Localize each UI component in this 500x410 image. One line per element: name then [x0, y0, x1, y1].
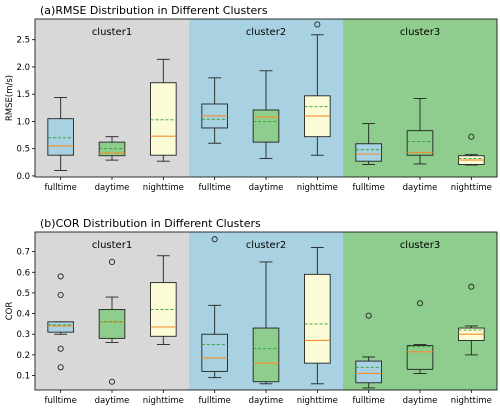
- outlier-point: [468, 283, 475, 290]
- cor-box-3: [150, 255, 177, 346]
- outlier-point: [468, 133, 475, 140]
- cor-y-tick-label: 0.7: [16, 248, 30, 258]
- rmse-x-tick-label: daytime: [403, 183, 438, 193]
- cor-x-tick-label: fulltime: [353, 396, 385, 406]
- iqr-box: [252, 327, 280, 383]
- rmse-y-tick-label: 1.5: [16, 90, 30, 100]
- rmse-cluster-labels: cluster1 cluster2 cluster3: [92, 27, 440, 38]
- rmse-x-ticks: fulltime daytime nighttime fulltime daytime n…: [45, 177, 492, 193]
- cor-box-6: [304, 247, 331, 385]
- iqr-box: [304, 273, 331, 364]
- iqr-box: [98, 309, 126, 339]
- cor-y-tick-label: 0.6: [16, 268, 30, 278]
- rmse-y-ticks: 0.0 0.5 1.0 1.5 2.0 2.5: [16, 36, 35, 182]
- outlier-point: [314, 21, 321, 28]
- iqr-box: [355, 360, 382, 384]
- iqr-box: [47, 118, 74, 156]
- iqr-box: [201, 333, 228, 372]
- cor-cluster-labels: cluster1 cluster2 cluster3: [92, 240, 440, 251]
- outlier-point: [57, 364, 64, 371]
- cor-box-1: [47, 273, 74, 371]
- cor-x-tick-label: daytime: [95, 396, 130, 406]
- iqr-box: [150, 82, 177, 156]
- outlier-point: [416, 300, 424, 307]
- rmse-box-7: [355, 123, 382, 165]
- cor-chart-title: (b)COR Distribution in Different Cluster…: [40, 217, 261, 230]
- cor-y-tick-label: 0.4: [16, 310, 30, 320]
- rmse-x-tick-label: nighttime: [297, 183, 338, 193]
- rmse-y-axis-label: RMSE(m/s): [5, 75, 15, 121]
- rmse-y-tick-label: 2.5: [16, 36, 30, 46]
- cor-x-tick-label: daytime: [403, 396, 438, 406]
- cor-x-tick-label: nighttime: [297, 396, 338, 406]
- rmse-chart-title: (a)RMSE Distribution in Different Cluste…: [40, 4, 268, 17]
- cor-y-axis-label: COR: [5, 302, 15, 321]
- cor-box-8: [406, 300, 434, 374]
- cor-x-tick-label: nighttime: [451, 396, 492, 406]
- iqr-box: [406, 345, 434, 370]
- outlier-point: [57, 273, 64, 280]
- cor-x-tick-label: fulltime: [45, 396, 77, 406]
- rmse-box-3: [150, 58, 177, 162]
- rmse-y-tick-label: 1.0: [16, 117, 30, 127]
- cor-x-tick-label: nighttime: [143, 396, 184, 406]
- rmse-cluster3-label: cluster3: [400, 27, 440, 38]
- rmse-box-1: [47, 97, 74, 171]
- iqr-box: [406, 130, 434, 156]
- rmse-x-tick-label: daytime: [249, 183, 284, 193]
- cor-y-ticks: 0.1 0.2 0.3 0.4 0.5 0.6 0.7: [16, 248, 35, 382]
- cor-x-tick-label: fulltime: [199, 396, 231, 406]
- rmse-cluster2-label: cluster2: [246, 27, 286, 38]
- cor-box-2: [98, 258, 126, 385]
- cor-box-4: [201, 236, 228, 379]
- cor-y-tick-label: 0.3: [16, 330, 30, 340]
- outlier-point: [365, 312, 372, 319]
- cor-y-tick-label: 0.1: [16, 372, 30, 382]
- outlier-point: [108, 378, 116, 385]
- rmse-y-tick-label: 0.5: [16, 145, 30, 155]
- rmse-x-tick-label: nighttime: [451, 183, 492, 193]
- outlier-point: [108, 258, 116, 265]
- rmse-y-tick-label: 2.0: [16, 63, 30, 73]
- rmse-x-tick-label: fulltime: [199, 183, 231, 193]
- rmse-x-tick-label: fulltime: [45, 183, 77, 193]
- cor-y-tick-label: 0.2: [16, 351, 30, 361]
- rmse-box-5: [252, 70, 280, 159]
- cor-box-9: [458, 283, 485, 356]
- cor-cluster2-label: cluster2: [246, 240, 286, 251]
- rmse-box-8: [406, 98, 434, 165]
- iqr-box: [252, 109, 280, 143]
- rmse-box-6: [304, 21, 331, 156]
- iqr-box: [355, 143, 382, 162]
- outlier-point: [57, 291, 64, 299]
- cor-y-tick-label: 0.5: [16, 289, 30, 299]
- rmse-x-tick-label: fulltime: [353, 183, 385, 193]
- cor-x-ticks: fulltime daytime nighttime fulltime daytime n…: [45, 390, 492, 406]
- cor-panel: (b)COR Distribution in Different Cluster…: [5, 217, 498, 406]
- rmse-box-9: [458, 133, 485, 166]
- cor-cluster1-label: cluster1: [92, 240, 132, 251]
- cor-plot-content: [34, 231, 498, 391]
- outlier-point: [57, 345, 64, 352]
- cor-box-5: [252, 261, 280, 385]
- outlier-point: [211, 236, 218, 243]
- cor-x-tick-label: daytime: [249, 396, 284, 406]
- rmse-box-2: [98, 136, 126, 161]
- rmse-box-4: [201, 77, 228, 144]
- cor-cluster3-label: cluster3: [400, 240, 440, 251]
- cor-box-7: [355, 312, 382, 389]
- rmse-x-tick-label: nighttime: [143, 183, 184, 193]
- iqr-box: [47, 321, 74, 333]
- rmse-y-tick-label: 0.0: [16, 172, 30, 182]
- rmse-x-tick-label: daytime: [95, 183, 130, 193]
- rmse-panel: (a)RMSE Distribution in Different Cluste…: [5, 4, 498, 193]
- rmse-cluster1-label: cluster1: [92, 27, 132, 38]
